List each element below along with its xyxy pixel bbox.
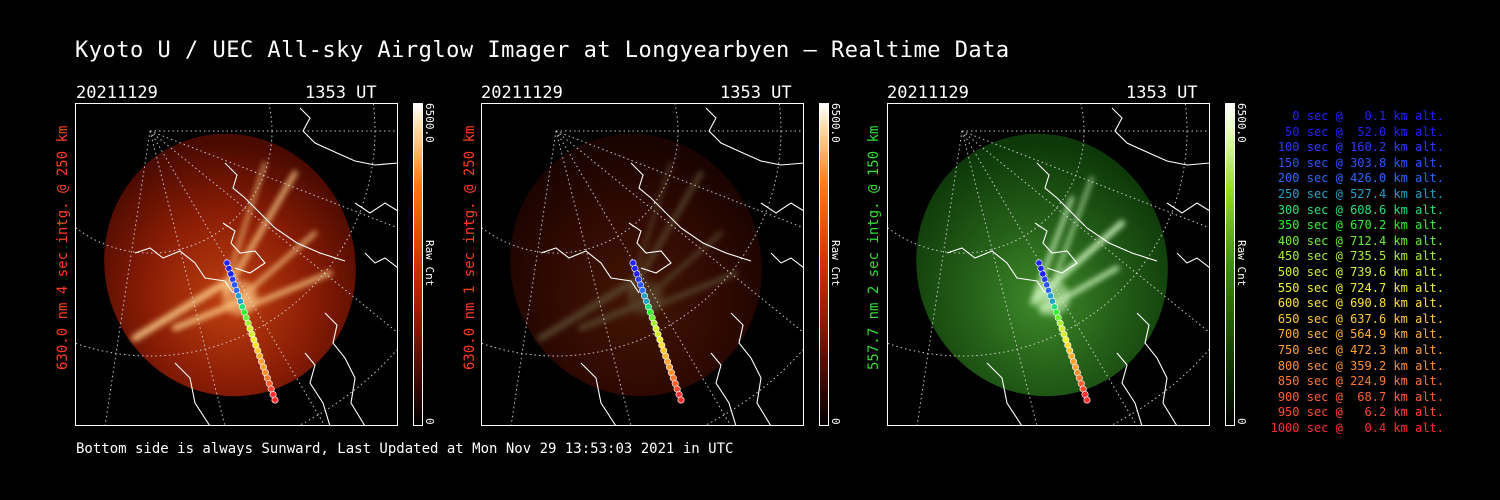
legend-row: 300 sec @ 608.6 km alt. bbox=[1277, 202, 1444, 217]
panel-2-time: 1353 UT bbox=[720, 83, 792, 103]
panel-2-cbar-max: 6500.0 bbox=[829, 103, 842, 143]
panel-3-colorbar bbox=[1225, 103, 1235, 426]
legend-row: 350 sec @ 670.2 km alt. bbox=[1277, 218, 1444, 233]
legend-row: 150 sec @ 303.8 km alt. bbox=[1277, 155, 1444, 170]
panel-3-cbar-unit: Raw Cnt bbox=[1235, 240, 1248, 287]
trajectory-dot bbox=[271, 396, 279, 404]
panel-3-cbar-min: 0 bbox=[1235, 418, 1248, 425]
panel-2-colorbar bbox=[819, 103, 829, 426]
legend-row: 800 sec @ 359.2 km alt. bbox=[1277, 358, 1444, 373]
panel-1-colorbar bbox=[413, 103, 423, 426]
legend-row: 600 sec @ 690.8 km alt. bbox=[1277, 296, 1444, 311]
panel-1-cbar-min: 0 bbox=[423, 418, 436, 425]
legend-row: 650 sec @ 637.6 km alt. bbox=[1277, 311, 1444, 326]
panel-1-cbar-max: 6500.0 bbox=[423, 103, 436, 143]
panel-2-image bbox=[481, 103, 804, 426]
panel-1-channel-label: 630.0 nm 4 sec intg. @ 250 km bbox=[55, 125, 71, 370]
panel-1-time: 1353 UT bbox=[305, 83, 377, 103]
legend-row: 550 sec @ 724.7 km alt. bbox=[1277, 280, 1444, 295]
legend-row: 500 sec @ 739.6 km alt. bbox=[1277, 264, 1444, 279]
legend-row: 400 sec @ 712.4 km alt. bbox=[1277, 233, 1444, 248]
legend-row: 700 sec @ 564.9 km alt. bbox=[1277, 327, 1444, 342]
trajectory-dot bbox=[1083, 396, 1091, 404]
panel-3-time: 1353 UT bbox=[1126, 83, 1198, 103]
panel-2-cbar-unit: Raw Cnt bbox=[829, 240, 842, 287]
panel-3-date: 20211129 bbox=[887, 83, 969, 103]
panel-2-channel-label: 630.0 nm 1 sec intg. @ 250 km bbox=[462, 125, 478, 370]
trajectory-dot bbox=[677, 396, 685, 404]
legend-row: 450 sec @ 735.5 km alt. bbox=[1277, 249, 1444, 264]
panel-2-cbar-min: 0 bbox=[829, 418, 842, 425]
footer-note: Bottom side is always Sunward, Last Upda… bbox=[76, 441, 734, 457]
legend-row: 250 sec @ 527.4 km alt. bbox=[1277, 186, 1444, 201]
legend-row: 850 sec @ 224.9 km alt. bbox=[1277, 374, 1444, 389]
panel-1-image bbox=[75, 103, 398, 426]
legend-row: 50 sec @ 52.0 km alt. bbox=[1285, 124, 1444, 139]
legend-row: 200 sec @ 426.0 km alt. bbox=[1277, 171, 1444, 186]
panel-2-date: 20211129 bbox=[481, 83, 563, 103]
panel-3-channel-label: 557.7 nm 2 sec intg. @ 150 km bbox=[866, 125, 882, 370]
legend-row: 100 sec @ 160.2 km alt. bbox=[1277, 140, 1444, 155]
panel-3-image bbox=[887, 103, 1210, 426]
page-title: Kyoto U / UEC All-sky Airglow Imager at … bbox=[75, 38, 1010, 63]
legend-row: 1000 sec @ 0.4 km alt. bbox=[1270, 420, 1444, 435]
legend-row: 950 sec @ 6.2 km alt. bbox=[1277, 405, 1444, 420]
legend-row: 750 sec @ 472.3 km alt. bbox=[1277, 342, 1444, 357]
panel-3-cbar-max: 6500.0 bbox=[1235, 103, 1248, 143]
legend-row: 0 sec @ 0.1 km alt. bbox=[1292, 109, 1444, 123]
panel-1-date: 20211129 bbox=[76, 83, 158, 103]
panel-1-cbar-unit: Raw Cnt bbox=[423, 240, 436, 287]
trajectory-legend: 0 sec @ 0.1 km alt. 50 sec @ 52.0 km alt.… bbox=[1262, 109, 1444, 436]
legend-row: 900 sec @ 68.7 km alt. bbox=[1277, 389, 1444, 404]
